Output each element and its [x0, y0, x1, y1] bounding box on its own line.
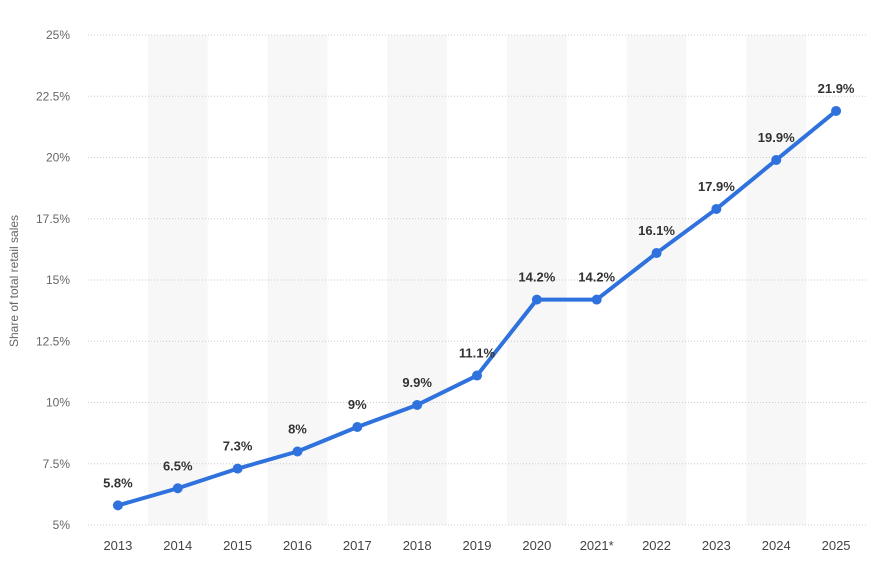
data-label: 8%: [288, 422, 307, 437]
data-label: 7.3%: [223, 439, 253, 454]
column-band: [746, 35, 807, 525]
x-axis-ticks: 2013 2014 2015 2016 2017 2018 2019 2020 2021* 202…: [103, 538, 850, 553]
data-point: [352, 422, 363, 432]
gridlines: [88, 34, 866, 526]
x-tick-label: 2020: [522, 538, 551, 553]
data-point: [232, 463, 243, 474]
data-point: [651, 248, 662, 259]
x-tick-label: 2023: [702, 538, 731, 553]
x-tick-label: 2019: [463, 538, 492, 553]
x-tick-label: 2024: [762, 538, 791, 553]
x-tick-label: 2021*: [580, 538, 614, 553]
data-point: [591, 294, 602, 305]
x-tick-label: 2016: [283, 538, 312, 553]
y-tick-label: 25%: [46, 28, 70, 42]
data-point: [412, 399, 423, 410]
y-tick-label: 22.5%: [36, 89, 70, 103]
data-point: [711, 203, 722, 214]
x-tick-label: 2022: [642, 538, 671, 553]
data-label: 14.2%: [518, 270, 555, 285]
column-band: [626, 35, 687, 525]
data-labels: 5.8% 6.5% 7.3% 8% 9% 9.9% 11.1% 14.2% 14.2% 16.1%…: [103, 81, 855, 490]
x-tick-label: 2017: [343, 538, 372, 553]
data-points: [112, 105, 842, 511]
data-point: [112, 500, 123, 511]
data-label: 5.8%: [103, 475, 133, 490]
data-label: 14.2%: [578, 270, 615, 285]
data-point: [172, 483, 183, 494]
data-label: 9%: [348, 397, 367, 412]
y-tick-label: 10%: [46, 396, 70, 410]
x-tick-label: 2018: [403, 538, 432, 553]
y-axis-ticks: 5% 7.5% 10% 12.5% 15% 17.5% 20% 22.5% 25%: [36, 28, 70, 532]
data-point: [531, 294, 542, 305]
data-point: [771, 154, 782, 165]
data-label: 6.5%: [163, 458, 193, 473]
data-point: [472, 370, 482, 381]
x-tick-label: 2014: [163, 538, 192, 553]
data-label: 16.1%: [638, 223, 675, 238]
y-axis-label: Share of total retail sales: [7, 215, 21, 347]
column-band: [387, 35, 448, 525]
data-label: 21.9%: [818, 81, 855, 96]
x-tick-label: 2015: [223, 538, 252, 553]
data-label: 9.9%: [402, 375, 432, 390]
x-tick-label: 2025: [822, 538, 851, 553]
y-tick-label: 20%: [46, 151, 70, 165]
y-tick-label: 5%: [53, 518, 71, 532]
column-band: [147, 35, 208, 525]
data-point: [292, 446, 303, 457]
data-point: [831, 105, 842, 116]
data-label: 17.9%: [698, 179, 735, 194]
y-tick-label: 12.5%: [36, 334, 70, 348]
y-tick-label: 15%: [46, 273, 70, 287]
data-label: 19.9%: [758, 130, 795, 145]
data-label: 11.1%: [459, 346, 496, 361]
y-tick-label: 7.5%: [43, 457, 71, 471]
y-tick-label: 17.5%: [36, 212, 70, 226]
x-tick-label: 2013: [103, 538, 132, 553]
